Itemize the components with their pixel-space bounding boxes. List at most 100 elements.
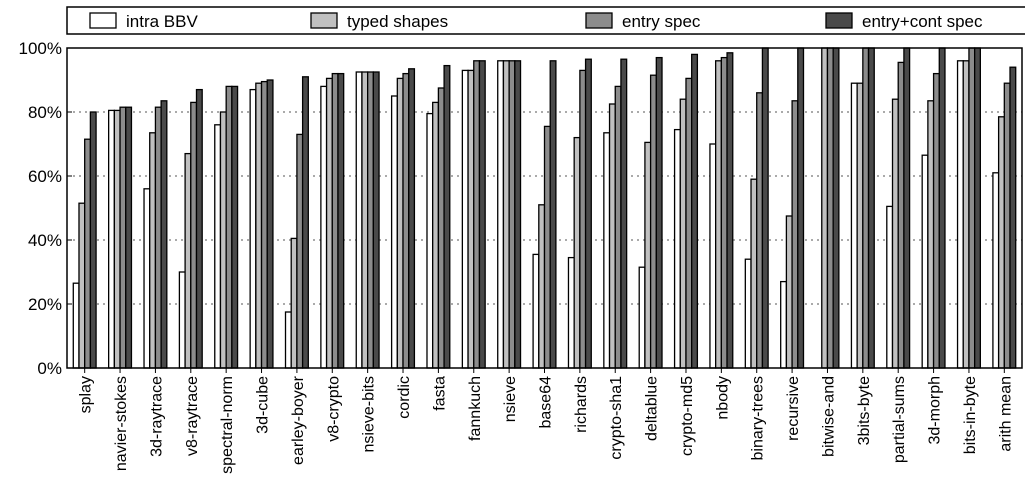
bar <box>396 77 404 369</box>
bar <box>573 136 581 369</box>
bar <box>867 47 875 369</box>
bar <box>190 101 198 369</box>
bar <box>372 71 380 369</box>
x-category-label: 3bits-byte <box>856 376 873 445</box>
bar <box>532 253 540 369</box>
bar <box>720 56 728 369</box>
bar <box>366 71 374 369</box>
y-tick-label: 60% <box>28 167 62 186</box>
bar <box>125 106 133 369</box>
bar <box>608 103 616 369</box>
x-category-label: 3d-morph <box>927 376 944 444</box>
bar <box>715 60 723 369</box>
bar <box>973 47 981 369</box>
bar <box>761 47 769 369</box>
bar <box>1009 66 1017 369</box>
bar <box>214 124 222 369</box>
legend-entry-label: typed shapes <box>347 12 448 31</box>
bar <box>679 98 687 369</box>
bar <box>750 178 758 369</box>
bar <box>502 60 510 369</box>
bar <box>886 205 894 369</box>
legend-entry-label: entry+cont spec <box>862 12 983 31</box>
bar <box>997 116 1005 369</box>
bar <box>301 76 309 369</box>
bar <box>567 256 575 369</box>
y-tick-label: 80% <box>28 103 62 122</box>
bar <box>850 82 858 369</box>
x-category-label: bits-in-byte <box>962 376 979 454</box>
bar <box>361 71 369 369</box>
bar <box>685 77 693 369</box>
legend-swatch <box>89 12 117 29</box>
bar <box>992 172 1000 369</box>
x-category-label: nbody <box>714 376 731 420</box>
bar <box>649 74 657 369</box>
bar <box>290 237 298 369</box>
y-tick-label: 0% <box>37 359 62 378</box>
bar <box>337 72 345 369</box>
bar <box>856 82 864 369</box>
x-category-label: 3d-cube <box>255 376 272 434</box>
bar <box>726 52 734 369</box>
bar <box>903 47 911 369</box>
bar <box>402 72 410 369</box>
bar <box>84 138 92 369</box>
legend-entry-label: intra BBV <box>126 12 198 31</box>
x-category-label: base64 <box>538 376 555 429</box>
bar <box>1003 82 1011 369</box>
x-category-label: arith mean <box>997 376 1014 452</box>
bar <box>673 128 681 369</box>
bar <box>968 47 976 369</box>
legend-swatch <box>310 12 338 29</box>
bar <box>284 311 292 369</box>
x-category-label: recursive <box>785 376 802 441</box>
x-category-label: crypto-md5 <box>679 376 696 456</box>
x-category-label: deltablue <box>644 376 661 441</box>
bar <box>478 60 486 369</box>
bar <box>614 85 622 369</box>
x-category-label: nsieve-bits <box>361 376 378 452</box>
x-category-label: crypto-sha1 <box>608 376 625 460</box>
bar <box>432 101 440 369</box>
bar <box>231 85 239 369</box>
bar <box>320 85 328 369</box>
bar <box>932 72 940 369</box>
bar <box>543 125 551 369</box>
bar <box>225 85 233 369</box>
bar <box>149 132 157 369</box>
legend-swatch <box>585 12 613 29</box>
x-category-label: partial-sums <box>891 376 908 463</box>
bar <box>154 106 162 369</box>
bar <box>473 60 481 369</box>
bar <box>514 60 522 369</box>
bar <box>709 143 717 369</box>
bar <box>891 98 899 369</box>
plot-frame <box>66 47 1023 369</box>
x-category-label: v8-raytrace <box>184 376 201 456</box>
x-category-label: fasta <box>431 376 448 411</box>
bar <box>72 282 80 369</box>
x-category-label: 3d-raytrace <box>148 376 165 457</box>
bar <box>538 204 546 369</box>
x-category-label: fannkuch <box>467 376 484 441</box>
bar <box>927 100 935 369</box>
x-category-label: v8-crypto <box>325 376 342 442</box>
bar <box>821 47 829 369</box>
bars <box>72 47 1017 369</box>
bar <box>791 100 799 369</box>
bar <box>756 92 764 369</box>
bar <box>255 82 263 369</box>
bar <box>443 64 451 369</box>
bar <box>655 56 663 369</box>
bar <box>184 152 192 369</box>
bar <box>249 88 257 369</box>
bar <box>89 111 97 369</box>
bar <box>691 53 699 369</box>
x-category-label: navier-stokes <box>113 376 130 471</box>
bar <box>780 280 788 369</box>
bar <box>195 88 203 369</box>
bar <box>744 258 752 369</box>
bar <box>260 80 268 369</box>
